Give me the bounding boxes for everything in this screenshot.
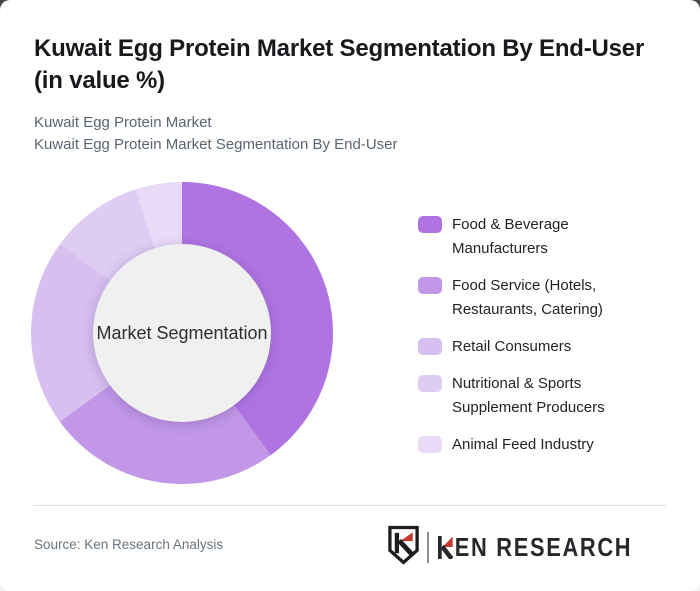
legend-swatch (418, 277, 442, 294)
chart-title: Kuwait Egg Protein Market Segmentation B… (34, 35, 645, 94)
ken-research-logo: EN RESEARCH (387, 525, 669, 570)
donut-chart[interactable]: Market Segmentation (31, 182, 333, 484)
subtitle-line-2: Kuwait Egg Protein Market Segmentation B… (34, 136, 398, 153)
subtitle-line-1: Kuwait Egg Protein Market (34, 114, 212, 131)
legend-label: Animal Feed Industry (452, 436, 594, 453)
logo-separator (426, 531, 429, 563)
legend-item[interactable]: Animal Feed Industry (418, 433, 650, 457)
donut-center: Market Segmentation (93, 244, 271, 422)
chart-legend: Food & Beverage Manufacturers Food Servic… (418, 213, 650, 470)
legend-item[interactable]: Food & Beverage Manufacturers (418, 213, 650, 261)
logo-wordmark-rest: EN RESEARCH (454, 531, 632, 562)
legend-swatch (418, 436, 442, 453)
legend-label: Food & Beverage Manufacturers (452, 216, 569, 257)
legend-swatch (418, 338, 442, 355)
legend-item[interactable]: Food Service (Hotels, Restaurants, Cater… (418, 274, 650, 322)
chart-area: Market Segmentation Food & Beverage Manu… (31, 182, 666, 484)
legend-swatch (418, 375, 442, 392)
legend-item[interactable]: Retail Consumers (418, 335, 650, 359)
chart-subtitle: Kuwait Egg Protein Market Kuwait Egg Pro… (34, 112, 398, 156)
legend-label: Retail Consumers (452, 338, 572, 355)
footer-divider (34, 505, 666, 506)
logo-wordmark: EN RESEARCH (437, 531, 632, 563)
legend-label: Food Service (Hotels, Restaurants, Cater… (452, 277, 603, 318)
legend-label: Nutritional & Sports Supplement Producer… (452, 375, 605, 416)
donut-center-label: Market Segmentation (96, 322, 268, 343)
logo-k-letter-icon (437, 535, 453, 559)
source-note: Source: Ken Research Analysis (34, 537, 224, 552)
legend-item[interactable]: Nutritional & Sports Supplement Producer… (418, 372, 650, 420)
legend-swatch (418, 216, 442, 233)
shield-emblem-icon (387, 525, 420, 570)
